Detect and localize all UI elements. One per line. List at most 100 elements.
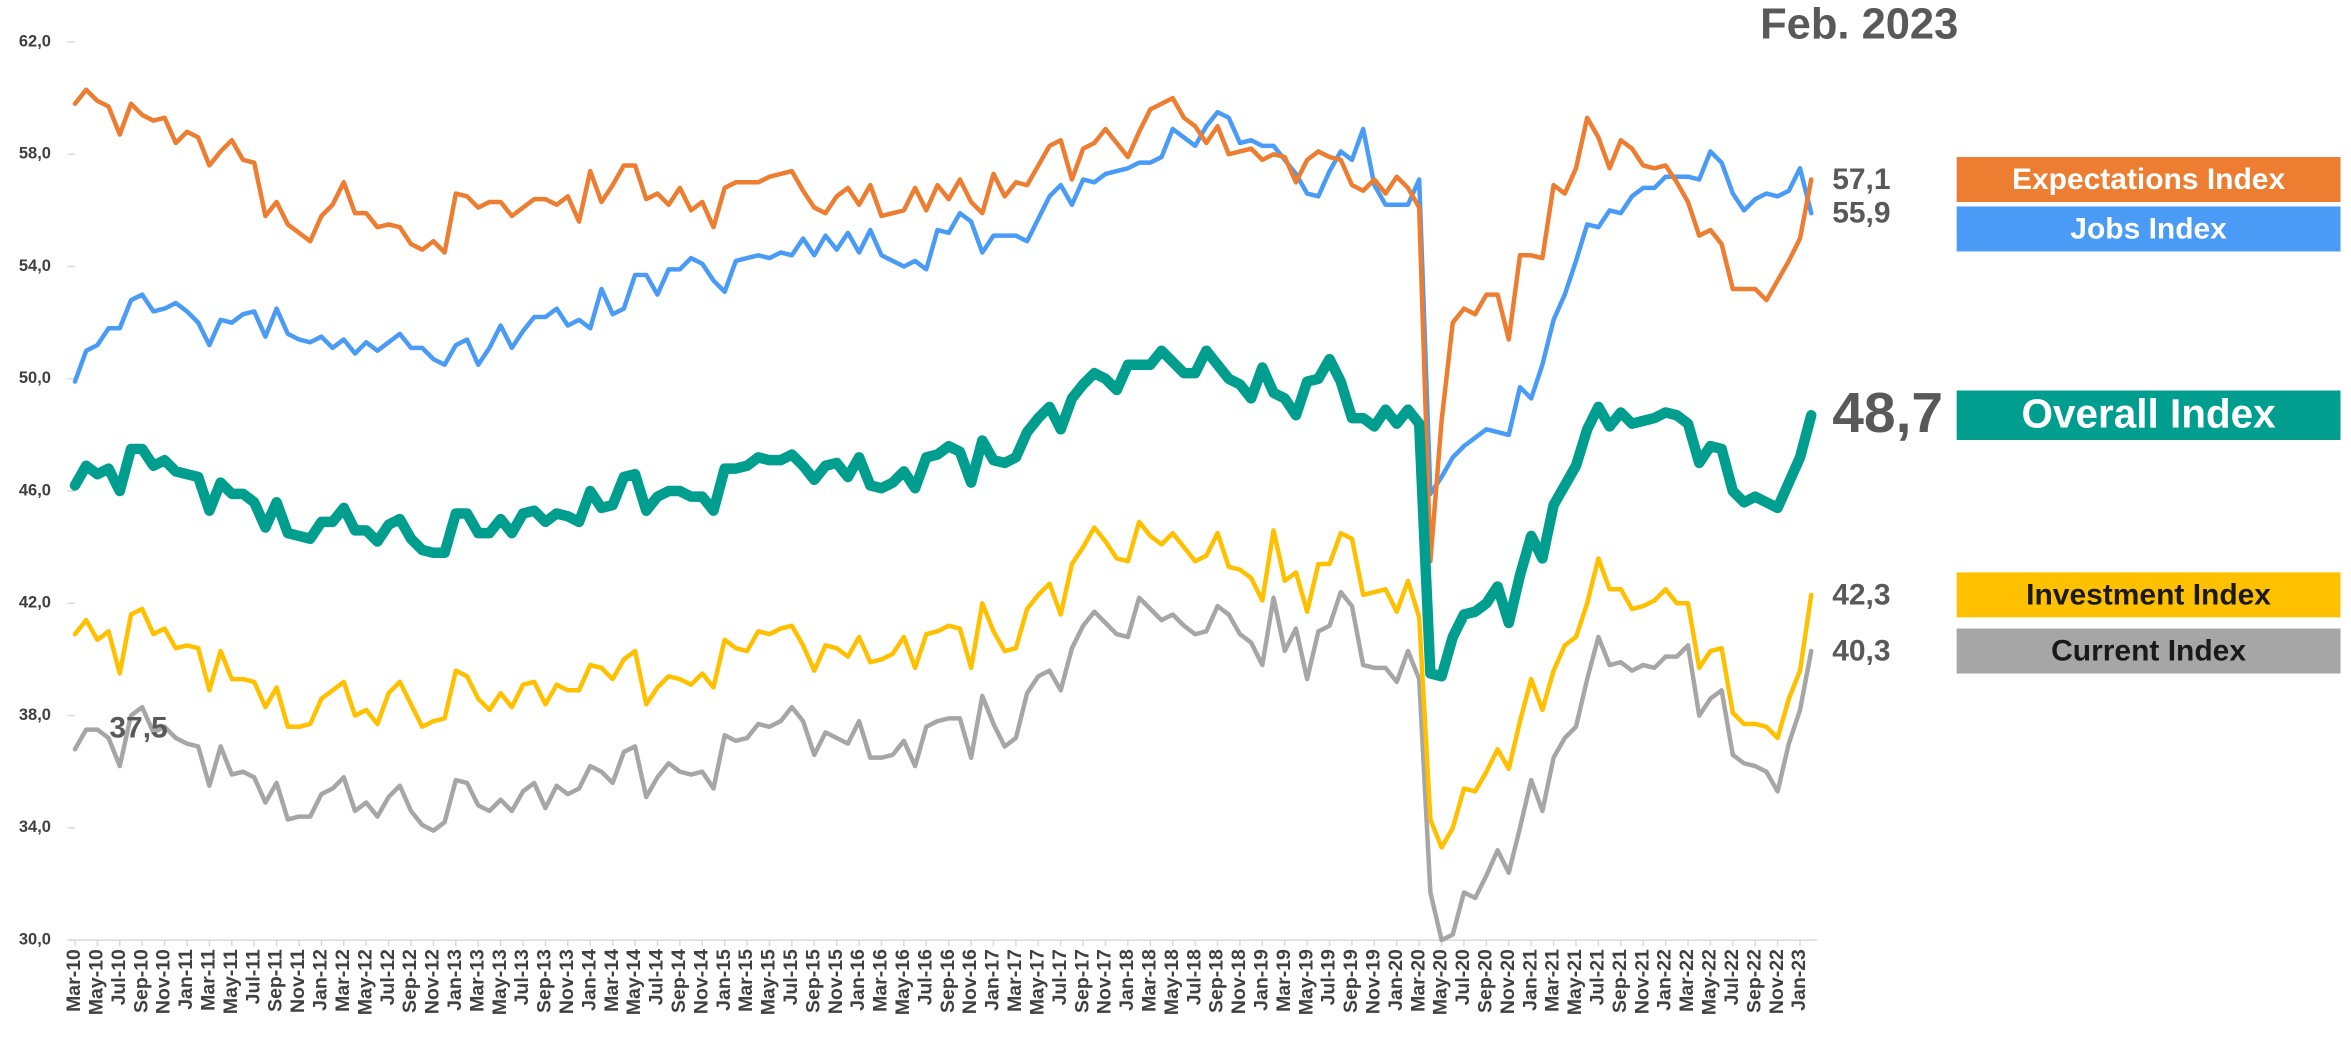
x-tick-label: Nov-21 — [1631, 949, 1653, 1014]
end-value-label: 55,9 — [1832, 197, 1890, 230]
x-tick-label: Mar-17 — [1004, 949, 1026, 1012]
legend-label: Investment Index — [2026, 578, 2271, 611]
x-tick-label: May-14 — [623, 949, 645, 1015]
end-value-label: 57,1 — [1832, 163, 1890, 196]
x-tick-label: Sep-13 — [534, 949, 556, 1013]
y-tick-label: 62,0 — [19, 32, 51, 50]
series-line — [72, 109, 1814, 497]
x-tick-label: Sep-20 — [1475, 949, 1497, 1013]
x-tick-label: May-13 — [489, 949, 511, 1015]
series-line — [72, 87, 1814, 564]
chart-title: Feb. 2023 — [1760, 0, 1958, 48]
x-tick-label: Jan-20 — [1385, 949, 1407, 1011]
x-tick-label: Mar-10 — [63, 949, 85, 1012]
x-tick-label: Nov-10 — [153, 949, 175, 1014]
y-tick-label: 50,0 — [19, 369, 51, 387]
x-tick-label: Jul-18 — [1183, 949, 1205, 1005]
x-tick-label: Mar-20 — [1407, 949, 1429, 1012]
x-tick-label: Jul-14 — [646, 949, 668, 1005]
x-tick-label: May-21 — [1564, 949, 1586, 1015]
x-tick-label: Jul-21 — [1587, 949, 1609, 1005]
x-tick-label: May-18 — [1161, 949, 1183, 1015]
x-tick-label: Nov-17 — [1094, 949, 1116, 1014]
x-tick-label: Jan-12 — [310, 949, 332, 1011]
x-tick-label: Jul-13 — [511, 949, 533, 1005]
x-tick-label: Jan-14 — [578, 949, 600, 1011]
x-tick-label: Mar-16 — [870, 949, 892, 1012]
x-tick-label: Jan-19 — [1251, 949, 1273, 1011]
x-tick-label: Jan-13 — [444, 949, 466, 1011]
legend-swatch — [1956, 628, 2341, 674]
x-tick-label: Nov-20 — [1497, 949, 1519, 1014]
y-tick-label: 58,0 — [19, 145, 51, 163]
x-tick-label: Nov-12 — [422, 949, 444, 1014]
x-tick-label: Mar-12 — [332, 949, 354, 1012]
x-tick-label: Jan-11 — [175, 949, 197, 1010]
legend-item: Overall Index — [1956, 390, 2341, 440]
x-tick-label: Jul-16 — [914, 949, 936, 1005]
y-tick-label: 42,0 — [19, 594, 51, 612]
x-tick-label: May-15 — [758, 949, 780, 1015]
x-tick-label: Nov-16 — [959, 949, 981, 1014]
x-tick-label: Jul-22 — [1721, 949, 1743, 1005]
x-tick-label: Sep-15 — [802, 949, 824, 1013]
x-tick-label: Mar-13 — [466, 949, 488, 1012]
legend-item: Expectations Index — [1956, 157, 2341, 202]
x-tick-label: Mar-22 — [1676, 949, 1698, 1012]
x-tick-label: May-22 — [1699, 949, 1721, 1015]
x-tick-label: Sep-11 — [265, 949, 287, 1012]
x-tick-label: Mar-21 — [1542, 949, 1564, 1012]
legend-label: Expectations Index — [2012, 163, 2285, 196]
series-line — [69, 345, 1817, 682]
x-tick-label: Sep-14 — [668, 949, 690, 1013]
x-tick-label: May-17 — [1026, 949, 1048, 1015]
legend-swatch — [1956, 572, 2341, 618]
x-tick-label: May-10 — [86, 949, 108, 1015]
legend-item: Investment Index — [1956, 572, 2341, 618]
x-tick-label: Mar-19 — [1273, 949, 1295, 1012]
x-tick-label: Nov-15 — [825, 949, 847, 1014]
x-tick-label: May-11 — [220, 949, 242, 1014]
x-tick-label: Mar-15 — [735, 949, 757, 1012]
x-tick-label: Jul-15 — [780, 949, 802, 1005]
end-value-label: 42,3 — [1832, 578, 1890, 611]
end-value-label: 48,7 — [1832, 381, 1943, 445]
x-tick-label: Jan-21 — [1519, 949, 1541, 1011]
legend-label: Overall Index — [2021, 390, 2276, 436]
legend-label: Jobs Index — [2070, 212, 2227, 245]
x-tick-label: Nov-22 — [1766, 949, 1788, 1014]
data-label: 37,5 — [109, 712, 167, 745]
y-tick-label: 30,0 — [19, 930, 51, 948]
x-tick-label: Jul-11 — [242, 949, 264, 1004]
x-tick-label: Sep-16 — [937, 949, 959, 1013]
x-tick-label: Jan-22 — [1654, 949, 1676, 1011]
x-tick-label: Sep-21 — [1609, 949, 1631, 1013]
legend-item: Jobs Index — [1956, 206, 2341, 252]
x-tick-label: May-20 — [1430, 949, 1452, 1015]
y-tick-label: 46,0 — [19, 481, 51, 499]
x-tick-label: May-12 — [354, 949, 376, 1015]
x-tick-label: Nov-19 — [1363, 949, 1385, 1014]
x-tick-label: Jan-15 — [713, 949, 735, 1011]
x-tick-label: Nov-11 — [287, 949, 309, 1013]
x-tick-label: Jan-18 — [1116, 949, 1138, 1011]
legend-swatch — [1956, 206, 2341, 252]
x-tick-label: Jul-19 — [1318, 949, 1340, 1005]
x-tick-label: Sep-22 — [1743, 949, 1765, 1013]
y-tick-label: 38,0 — [19, 706, 51, 724]
x-tick-label: Nov-18 — [1228, 949, 1250, 1014]
x-tick-label: May-16 — [892, 949, 914, 1015]
x-tick-label: Sep-18 — [1206, 949, 1228, 1013]
x-tick-label: Jul-20 — [1452, 949, 1474, 1005]
y-tick-label: 54,0 — [19, 257, 51, 275]
series-line — [72, 589, 1814, 943]
x-tick-label: Mar-11 — [198, 949, 220, 1011]
x-tick-label: Jul-17 — [1049, 949, 1071, 1005]
x-tick-label: Mar-18 — [1138, 949, 1160, 1012]
legend-swatch — [1956, 390, 2341, 440]
legend-label: Current Index — [2051, 634, 2246, 667]
x-tick-label: Sep-17 — [1071, 949, 1093, 1013]
x-tick-label: Mar-14 — [601, 949, 623, 1012]
x-tick-label: Nov-14 — [690, 949, 712, 1014]
